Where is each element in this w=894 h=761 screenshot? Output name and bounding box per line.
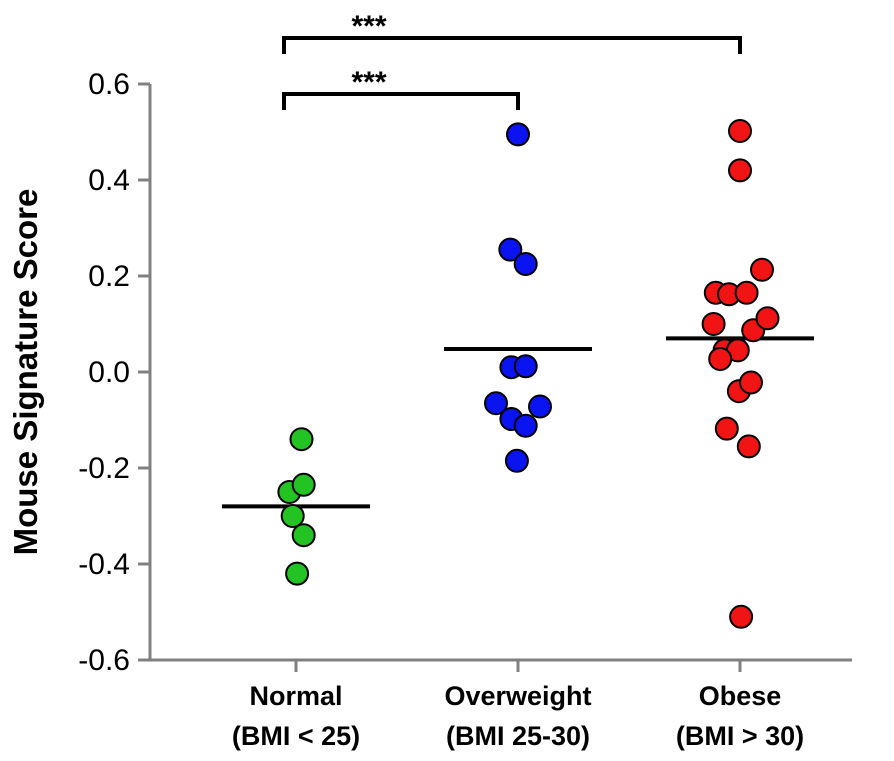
x-axis: Normal (BMI < 25) Overweight (BMI 25-30) Obe… [150, 658, 852, 751]
data-point [291, 523, 316, 548]
x-tick-label: Normal [249, 681, 342, 711]
significance-label: *** [351, 66, 386, 99]
y-tick-label: 0.0 [88, 356, 130, 389]
data-point [728, 119, 752, 144]
data-point [528, 394, 552, 419]
significance-bracket [282, 92, 520, 110]
y-axis-title: Mouse Signature Score [7, 189, 44, 556]
data-point [734, 280, 759, 305]
data-point [728, 158, 752, 183]
y-axis: 0.6 0.4 0.2 0.0 -0.2 -0.4 -0.6 [78, 68, 152, 677]
data-points [277, 119, 780, 629]
significance-brackets: *** *** [282, 10, 742, 110]
data-point [280, 504, 305, 528]
significance-label: *** [351, 10, 386, 43]
x-tick-sublabel: (BMI < 25) [232, 721, 360, 751]
data-point [714, 416, 739, 441]
data-point [755, 306, 780, 331]
data-point [750, 257, 774, 282]
data-point [285, 561, 310, 586]
significance-bracket [282, 36, 742, 54]
y-tick-group: 0.6 0.4 0.2 0.0 -0.2 -0.4 -0.6 [78, 68, 150, 677]
x-tick-label: Obese [699, 681, 782, 711]
data-point [289, 427, 314, 452]
x-tick-sublabel: (BMI 25-30) [446, 721, 590, 751]
y-tick-label: -0.2 [78, 452, 130, 485]
x-tick-label: Overweight [444, 681, 591, 711]
data-point [729, 604, 754, 629]
x-tick-sublabel: (BMI > 30) [676, 721, 804, 751]
data-point [513, 413, 538, 438]
data-point [513, 354, 538, 379]
y-tick-label: -0.4 [78, 548, 130, 581]
y-tick-label: 0.6 [88, 68, 130, 101]
x-tick-group: Normal (BMI < 25) Overweight (BMI 25-30) Obe… [232, 660, 804, 751]
y-tick-label: -0.6 [78, 644, 130, 677]
data-point [498, 237, 523, 262]
data-point [513, 252, 538, 276]
data-point [484, 391, 508, 416]
data-point [739, 370, 763, 395]
data-point [506, 122, 530, 147]
data-point [504, 448, 529, 473]
data-point [291, 472, 316, 497]
data-point [736, 434, 761, 459]
y-tick-label: 0.2 [88, 260, 130, 293]
data-point [701, 312, 726, 336]
y-tick-label: 0.4 [88, 164, 130, 197]
data-point [708, 347, 733, 372]
